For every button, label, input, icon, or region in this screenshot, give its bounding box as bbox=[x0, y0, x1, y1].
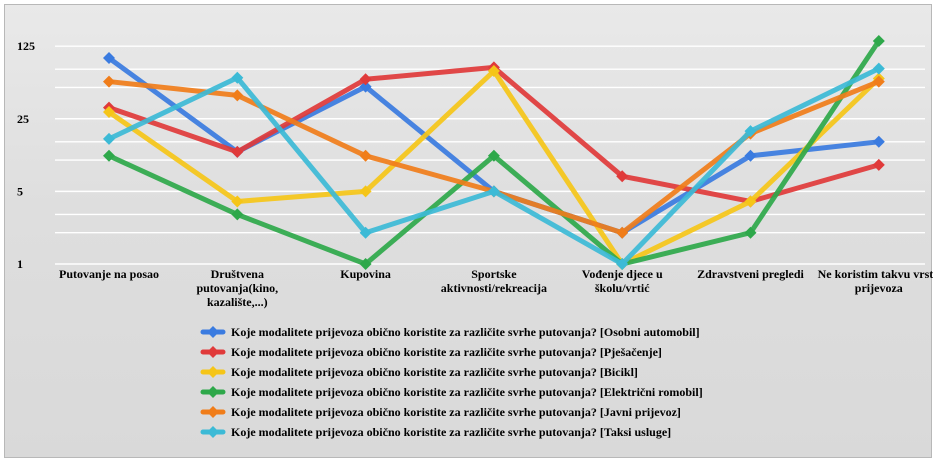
data-point bbox=[359, 258, 372, 270]
data-point bbox=[487, 149, 500, 162]
legend-swatch-marker bbox=[207, 346, 219, 358]
data-point bbox=[231, 145, 244, 158]
data-point bbox=[872, 135, 885, 148]
legend-entry: Koje modalitete prijevoza obično koristi… bbox=[200, 385, 703, 399]
legend-swatch-marker bbox=[207, 366, 219, 378]
data-point bbox=[744, 125, 757, 138]
legend-entry: Koje modalitete prijevoza obično koristi… bbox=[200, 345, 662, 359]
data-point bbox=[359, 185, 372, 198]
legend-swatch-marker bbox=[207, 406, 219, 418]
data-point bbox=[231, 195, 244, 208]
legend-entry: Koje modalitete prijevoza obično koristi… bbox=[200, 325, 700, 339]
data-point bbox=[103, 106, 115, 119]
data-point bbox=[872, 158, 885, 171]
data-point bbox=[231, 71, 244, 84]
data-point bbox=[103, 132, 115, 145]
x-category-label: Kupovina bbox=[340, 267, 391, 281]
chart-frame: 1 5 25 125 Putovanje na posao Društvena putov… bbox=[4, 4, 933, 458]
legend-swatch-marker bbox=[207, 386, 219, 398]
legend-label: Koje modalitete prijevoza obično koristi… bbox=[231, 425, 671, 439]
data-point bbox=[487, 185, 500, 198]
data-point bbox=[616, 258, 629, 270]
x-category-label: Putovanje na posao bbox=[59, 267, 159, 281]
y-tick-label: 5 bbox=[17, 184, 23, 198]
data-point bbox=[616, 226, 629, 239]
legend-entry: Koje modalitete prijevoza obično koristi… bbox=[200, 365, 638, 379]
x-category-label: Vođenje djece u školu/vrtić bbox=[582, 267, 663, 295]
legend: Koje modalitete prijevoza obično koristi… bbox=[200, 325, 703, 439]
x-category-label: Zdravstveni pregledi bbox=[697, 267, 804, 281]
y-tick-label: 125 bbox=[17, 39, 35, 53]
data-point bbox=[744, 149, 757, 162]
legend-label: Koje modalitete prijevoza obično koristi… bbox=[231, 385, 703, 399]
y-tick-label: 1 bbox=[17, 257, 23, 271]
y-tick-label: 25 bbox=[17, 112, 29, 126]
data-point bbox=[744, 195, 757, 208]
series-line bbox=[106, 68, 882, 267]
data-point bbox=[616, 170, 629, 183]
data-point bbox=[359, 226, 372, 239]
data-point bbox=[103, 75, 115, 88]
line-chart: 1 5 25 125 Putovanje na posao Društvena putov… bbox=[17, 35, 933, 439]
x-category-label: Ne koristim takvu vrstu prijevoza bbox=[818, 267, 933, 295]
y-axis-tick-labels: 1 5 25 125 bbox=[17, 39, 35, 271]
data-point bbox=[359, 73, 372, 86]
x-axis-category-labels: Putovanje na posao Društvena putovanja(kin… bbox=[59, 267, 933, 309]
legend-label: Koje modalitete prijevoza obično koristi… bbox=[231, 405, 681, 419]
legend-entry: Koje modalitete prijevoza obično koristi… bbox=[200, 405, 681, 419]
series-lines bbox=[103, 35, 885, 270]
series-line bbox=[106, 66, 882, 267]
data-point bbox=[872, 75, 885, 88]
legend-swatch-marker bbox=[207, 426, 219, 438]
x-category-label: Društvena putovanja(kino, kazalište,...) bbox=[196, 267, 278, 309]
legend-label: Koje modalitete prijevoza obično koristi… bbox=[231, 325, 700, 339]
series-3 bbox=[103, 65, 885, 270]
legend-label: Koje modalitete prijevoza obično koristi… bbox=[231, 345, 662, 359]
data-point bbox=[872, 35, 885, 48]
data-point bbox=[487, 65, 500, 78]
data-point bbox=[744, 226, 757, 239]
data-point bbox=[103, 149, 115, 162]
legend-label: Koje modalitete prijevoza obično koristi… bbox=[231, 365, 638, 379]
legend-entry: Koje modalitete prijevoza obično koristi… bbox=[200, 425, 671, 439]
legend-swatch-marker bbox=[207, 326, 219, 338]
data-point bbox=[231, 89, 244, 102]
x-category-label: Sportske aktivnosti/rekreacija bbox=[441, 267, 547, 295]
data-point bbox=[231, 208, 244, 221]
data-point bbox=[103, 52, 115, 65]
data-point bbox=[359, 149, 372, 162]
